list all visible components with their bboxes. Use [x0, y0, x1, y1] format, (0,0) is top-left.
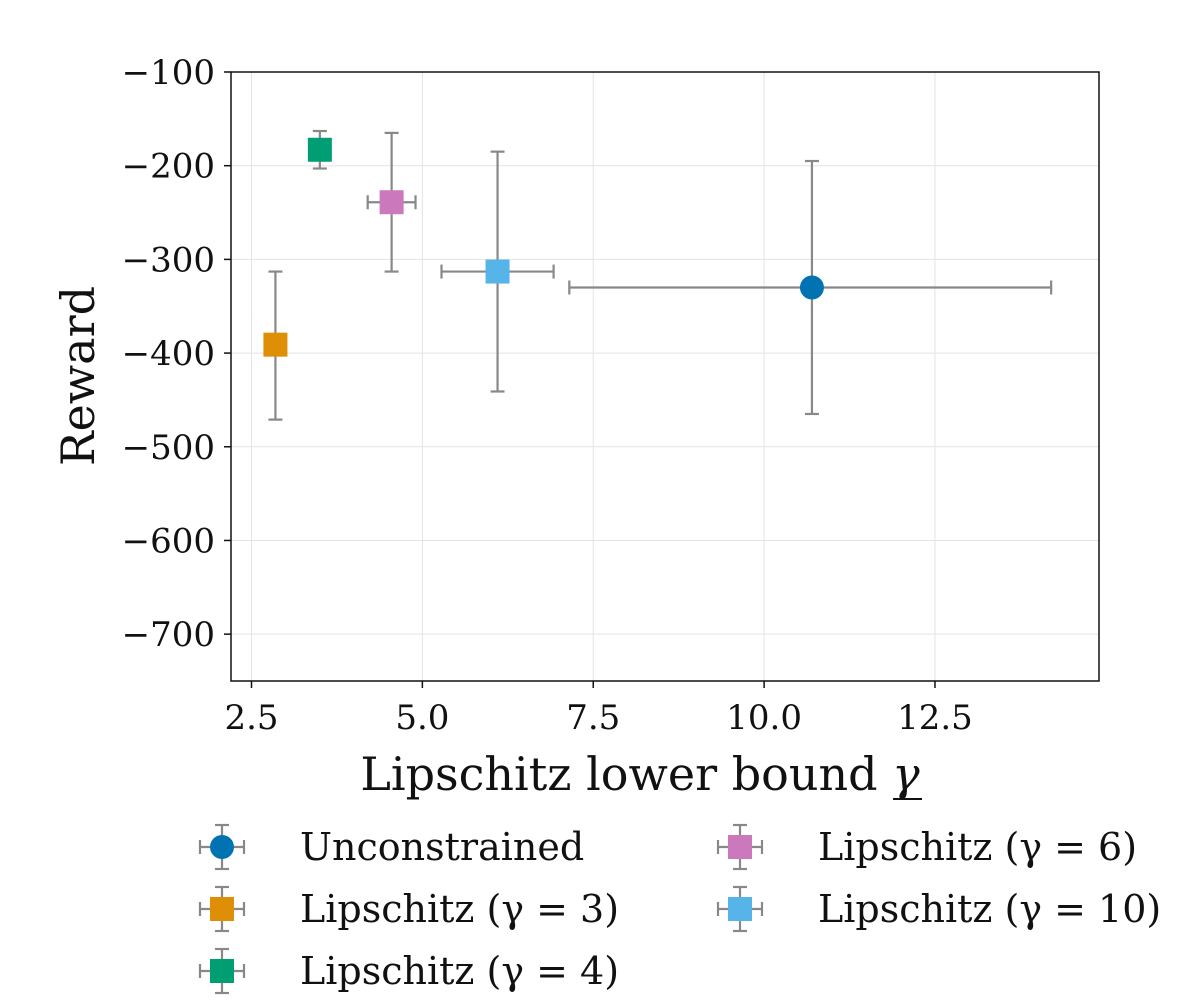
point-gamma-3	[263, 332, 288, 357]
x-tick-label: 5.0	[395, 698, 449, 738]
y-tick-label: −600	[122, 521, 215, 561]
legend-item-unconstrained: Unconstrained	[198, 823, 584, 871]
point-gamma-4	[307, 137, 332, 162]
legend-item-gamma-4: Lipschitz (γ = 4)	[198, 947, 619, 995]
y-tick-label: −200	[122, 147, 215, 187]
legend-label-gamma-3: Lipschitz (γ = 3)	[300, 887, 619, 931]
error-bars	[268, 129, 1053, 421]
legend-item-gamma-6: Lipschitz (γ = 6)	[716, 823, 1137, 871]
plot-frame	[230, 71, 1100, 682]
legend-marker-unconstrained	[210, 835, 234, 859]
axis-ticks: 2.5 5.0 7.5 10.0 12.5 −100 −200 −300 −400 −500 −60…	[122, 53, 973, 738]
x-tick-label: 7.5	[566, 698, 620, 738]
grid-lines	[231, 71, 1099, 681]
legend-marker-gamma-4	[210, 959, 234, 983]
point-unconstrained	[799, 275, 824, 300]
data-markers	[263, 137, 824, 357]
legend-marker-gamma-10	[728, 897, 752, 921]
x-tick-label: 12.5	[897, 698, 973, 738]
x-axis-title: Lipschitz lower bound γ	[360, 747, 920, 801]
legend: Unconstrained Lipschitz (γ = 3) Lipschitz …	[198, 823, 1161, 995]
legend-label-unconstrained: Unconstrained	[300, 825, 584, 869]
legend-marker-gamma-3	[210, 897, 234, 921]
legend-label-gamma-4: Lipschitz (γ = 4)	[300, 949, 619, 993]
y-tick-label: −500	[122, 428, 215, 468]
point-gamma-6	[379, 190, 404, 215]
x-axis-title-text: Lipschitz lower bound	[360, 747, 877, 801]
y-tick-label: −400	[122, 334, 215, 374]
legend-marker-gamma-6	[728, 835, 752, 859]
legend-label-gamma-10: Lipschitz (γ = 10)	[818, 887, 1161, 931]
y-tick-label: −300	[122, 240, 215, 280]
x-tick-label: 2.5	[224, 698, 278, 738]
x-axis-title-symbol: γ	[892, 747, 920, 801]
legend-item-gamma-10: Lipschitz (γ = 10)	[716, 885, 1161, 933]
y-tick-label: −700	[122, 615, 215, 655]
x-tick-label: 10.0	[726, 698, 802, 738]
point-gamma-10	[485, 259, 510, 284]
y-axis-title: Reward	[51, 286, 105, 466]
legend-label-gamma-6: Lipschitz (γ = 6)	[818, 825, 1137, 869]
y-tick-label: −100	[122, 53, 215, 93]
legend-item-gamma-3: Lipschitz (γ = 3)	[198, 885, 619, 933]
